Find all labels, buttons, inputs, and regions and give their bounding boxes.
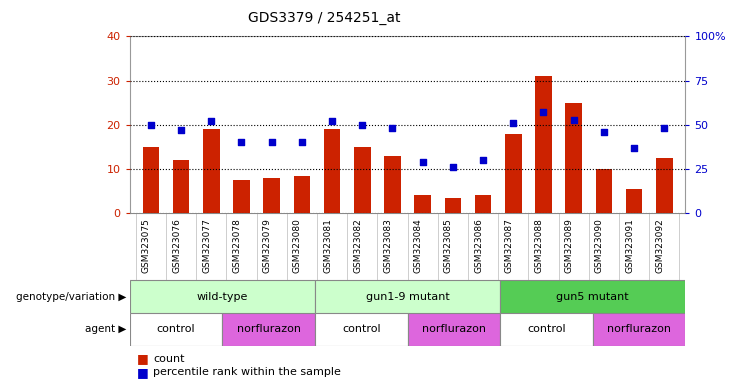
Text: GSM323077: GSM323077: [202, 218, 211, 273]
Bar: [500, 280, 685, 313]
Bar: [475, 195, 491, 213]
Bar: [315, 313, 408, 346]
Text: percentile rank within the sample: percentile rank within the sample: [153, 367, 342, 377]
Bar: [233, 180, 250, 213]
Bar: [142, 147, 159, 213]
Bar: [565, 103, 582, 213]
Text: GSM323091: GSM323091: [625, 218, 634, 273]
Text: count: count: [153, 354, 185, 364]
Text: GSM323081: GSM323081: [323, 218, 332, 273]
Text: genotype/variation ▶: genotype/variation ▶: [16, 291, 126, 302]
Text: GSM323080: GSM323080: [293, 218, 302, 273]
Text: gun5 mutant: gun5 mutant: [556, 291, 629, 302]
Text: GSM323082: GSM323082: [353, 218, 362, 273]
Bar: [408, 313, 500, 346]
Bar: [656, 158, 673, 213]
Text: GSM323092: GSM323092: [655, 218, 664, 273]
Text: GSM323085: GSM323085: [444, 218, 453, 273]
Point: [175, 127, 187, 133]
Text: norflurazon: norflurazon: [607, 324, 671, 334]
Point: [508, 120, 519, 126]
Text: gun1-9 mutant: gun1-9 mutant: [365, 291, 450, 302]
Point: [628, 145, 640, 151]
Bar: [263, 178, 280, 213]
Point: [598, 129, 610, 135]
Bar: [593, 313, 685, 346]
Text: norflurazon: norflurazon: [236, 324, 301, 334]
Point: [477, 157, 489, 163]
Bar: [293, 175, 310, 213]
Bar: [505, 134, 522, 213]
Text: ■: ■: [137, 353, 149, 366]
Point: [236, 139, 247, 146]
Text: control: control: [342, 324, 381, 334]
Text: control: control: [156, 324, 196, 334]
Point: [296, 139, 308, 146]
Bar: [173, 160, 190, 213]
Text: GSM323086: GSM323086: [474, 218, 483, 273]
Point: [266, 139, 278, 146]
Text: ■: ■: [137, 366, 149, 379]
Bar: [445, 198, 461, 213]
Bar: [315, 280, 500, 313]
Text: control: control: [527, 324, 566, 334]
Bar: [130, 280, 315, 313]
Point: [145, 122, 157, 128]
Point: [416, 159, 428, 165]
Bar: [130, 313, 222, 346]
Point: [537, 109, 549, 116]
Text: wild-type: wild-type: [196, 291, 248, 302]
Text: GSM323088: GSM323088: [534, 218, 543, 273]
Text: GSM323090: GSM323090: [595, 218, 604, 273]
Bar: [324, 129, 340, 213]
Bar: [203, 129, 219, 213]
Bar: [384, 156, 401, 213]
Text: GSM323079: GSM323079: [262, 218, 272, 273]
Point: [447, 164, 459, 170]
Bar: [596, 169, 612, 213]
Point: [568, 116, 579, 122]
Bar: [625, 189, 642, 213]
Text: agent ▶: agent ▶: [84, 324, 126, 334]
Text: GSM323075: GSM323075: [142, 218, 151, 273]
Text: GSM323089: GSM323089: [565, 218, 574, 273]
Text: GSM323078: GSM323078: [233, 218, 242, 273]
Text: GSM323083: GSM323083: [383, 218, 393, 273]
Bar: [535, 76, 552, 213]
Bar: [354, 147, 370, 213]
Text: norflurazon: norflurazon: [422, 324, 486, 334]
Point: [387, 125, 399, 131]
Text: GSM323084: GSM323084: [413, 218, 422, 273]
Point: [205, 118, 217, 124]
Bar: [222, 313, 315, 346]
Point: [326, 118, 338, 124]
Bar: [414, 195, 431, 213]
Bar: [500, 313, 593, 346]
Text: GSM323087: GSM323087: [505, 218, 514, 273]
Point: [356, 122, 368, 128]
Text: GDS3379 / 254251_at: GDS3379 / 254251_at: [248, 11, 400, 25]
Point: [658, 125, 670, 131]
Text: GSM323076: GSM323076: [172, 218, 181, 273]
